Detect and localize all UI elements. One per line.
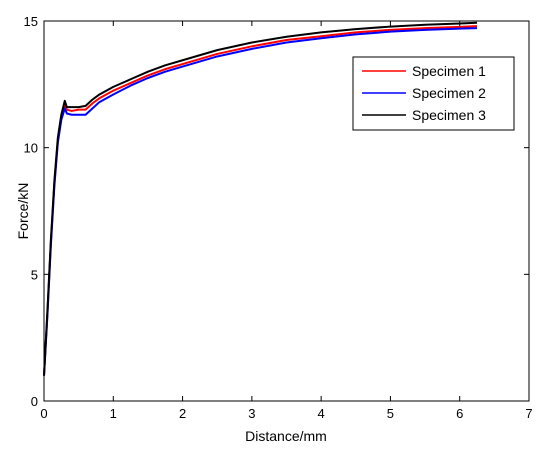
legend-label-specimen-3: Specimen 3	[412, 107, 486, 123]
legend-label-specimen-2: Specimen 2	[412, 85, 486, 101]
series-line-specimen-3	[43, 21, 478, 376]
y-tick-label: 5	[31, 267, 38, 282]
legend-items: Specimen 1 Specimen 2 Specimen 3	[362, 63, 486, 123]
ticks-layer: 0 1 2 3 4 5 6 7 0 5 10 15	[24, 14, 533, 421]
x-tick-label: 0	[40, 406, 47, 421]
y-tick-label: 15	[24, 14, 38, 29]
series-layer	[43, 21, 478, 376]
x-tick-label: 2	[179, 406, 186, 421]
legend-label-specimen-1: Specimen 1	[412, 63, 486, 79]
y-tick-label: 0	[31, 394, 38, 409]
x-tick-label: 5	[387, 406, 394, 421]
x-tick-label: 1	[110, 406, 117, 421]
x-tick-label: 4	[318, 406, 325, 421]
plot-frame	[43, 20, 530, 402]
y-axis-label: Force/kN	[15, 183, 31, 240]
y-tick-label: 10	[24, 141, 38, 156]
x-tick-label: 7	[525, 406, 532, 421]
legend: Specimen 1 Specimen 2 Specimen 3	[352, 56, 515, 131]
x-tick-label: 6	[456, 406, 463, 421]
x-axis-label: Distance/mm	[245, 428, 327, 444]
x-tick-label: 3	[248, 406, 255, 421]
